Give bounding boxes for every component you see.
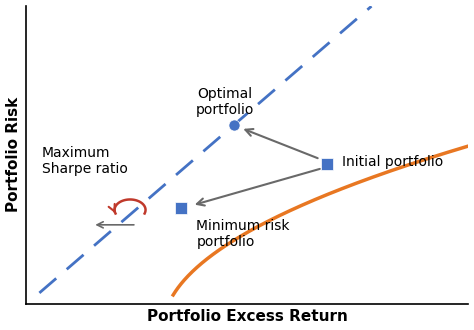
Text: Minimum risk
portfolio: Minimum risk portfolio: [196, 219, 290, 249]
Y-axis label: Portfolio Risk: Portfolio Risk: [6, 97, 20, 212]
X-axis label: Portfolio Excess Return: Portfolio Excess Return: [147, 310, 348, 324]
Text: Maximum
Sharpe ratio: Maximum Sharpe ratio: [42, 146, 128, 176]
Text: Initial portfolio: Initial portfolio: [342, 155, 444, 169]
Text: Optimal
portfolio: Optimal portfolio: [196, 87, 255, 117]
